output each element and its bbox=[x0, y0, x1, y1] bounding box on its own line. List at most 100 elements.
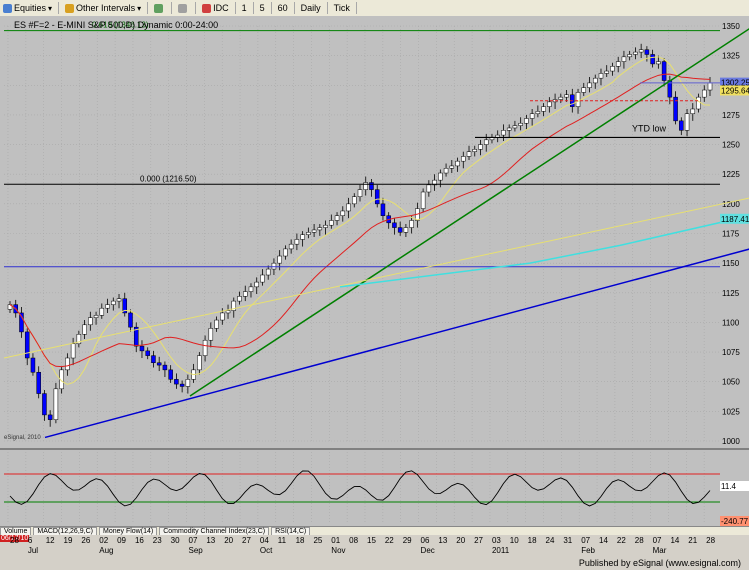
candle-body bbox=[185, 379, 191, 387]
x-tick-label: 12 bbox=[45, 536, 55, 545]
toolbar-item-idc[interactable]: IDC bbox=[199, 3, 232, 13]
chart-area[interactable]: 1000 1025 1050 1075 1100 1125 1150 1175 1200 1225… bbox=[0, 16, 749, 526]
candle-body bbox=[260, 274, 265, 283]
x-tick-label: 28 bbox=[706, 536, 716, 545]
candle-body bbox=[202, 339, 208, 356]
candle-body bbox=[19, 312, 24, 333]
x-tick-label: 6 bbox=[27, 536, 33, 545]
candle-body bbox=[702, 89, 707, 98]
toolbar-separator bbox=[234, 2, 236, 14]
candle-body bbox=[455, 160, 460, 167]
candle-body bbox=[300, 234, 305, 240]
x-month-label: Jul bbox=[27, 546, 39, 555]
idc-icon bbox=[202, 3, 212, 13]
date-badge: 06/17/10 bbox=[0, 535, 30, 542]
y-tick-label: 1200 bbox=[722, 200, 740, 209]
candle-body bbox=[610, 66, 615, 72]
x-tick-label: 06 bbox=[420, 536, 430, 545]
candle-body bbox=[650, 54, 655, 65]
y-tick-label: 1000 bbox=[722, 437, 740, 446]
candle-body bbox=[478, 144, 483, 150]
candle-body bbox=[403, 227, 409, 233]
candle-body bbox=[317, 227, 323, 231]
candle-body bbox=[541, 106, 546, 112]
candle-body bbox=[248, 286, 254, 292]
toolbar-item-5[interactable]: 5 bbox=[257, 3, 268, 13]
candle-body bbox=[426, 184, 432, 193]
chevron-down-icon: ▾ bbox=[48, 3, 53, 13]
candle-body bbox=[638, 49, 644, 53]
x-tick-label: 20 bbox=[224, 536, 234, 545]
candle-body bbox=[214, 319, 219, 329]
x-tick-label: 16 bbox=[134, 536, 144, 545]
x-tick-label: 28 bbox=[10, 536, 19, 545]
toolbar-item-1[interactable]: 1 bbox=[239, 3, 250, 13]
candle-body bbox=[197, 355, 202, 371]
x-tick-label: 08 bbox=[349, 536, 359, 545]
x-tick-label: 19 bbox=[63, 536, 73, 545]
y-tick-label: 1050 bbox=[722, 378, 740, 387]
candle-body bbox=[237, 296, 242, 302]
candle-body bbox=[690, 108, 696, 114]
candle-body bbox=[168, 369, 173, 380]
x-tick-label: 14 bbox=[599, 536, 608, 545]
toolbar-item-daily[interactable]: Daily bbox=[298, 3, 324, 13]
candle-body bbox=[673, 96, 678, 122]
footer-text: Published by eSignal (www.esignal.com) bbox=[578, 558, 741, 568]
candle-body bbox=[139, 345, 145, 352]
candle-body bbox=[592, 77, 598, 84]
toolbar-separator bbox=[326, 2, 328, 14]
green-trend-line bbox=[189, 28, 749, 397]
candle-body bbox=[598, 73, 604, 79]
toolbar-separator bbox=[171, 2, 173, 14]
y-tick-label: 1250 bbox=[722, 141, 740, 150]
x-tick-label: 18 bbox=[527, 536, 537, 545]
candle-body bbox=[369, 182, 374, 190]
candle-body bbox=[99, 307, 105, 316]
candle-body bbox=[357, 189, 363, 197]
candle-body bbox=[346, 203, 351, 212]
candle-body bbox=[392, 222, 397, 228]
rsi-panel-bg bbox=[0, 450, 749, 526]
candle-body bbox=[547, 101, 552, 107]
candle-body bbox=[76, 334, 82, 345]
toolbar-item-equities[interactable]: Equities ▾ bbox=[0, 3, 55, 13]
toolbar-separator bbox=[293, 2, 295, 14]
toolbar-item-60[interactable]: 60 bbox=[275, 3, 291, 13]
toolbar-item-icon-3[interactable] bbox=[175, 3, 192, 13]
toolbar-item-tick[interactable]: Tick bbox=[331, 3, 353, 13]
x-tick-label: 01 bbox=[331, 536, 341, 545]
x-tick-label: 31 bbox=[563, 536, 573, 545]
rsi-badge-bg bbox=[720, 516, 749, 526]
x-month-label: Sep bbox=[188, 546, 203, 555]
toolbar-item-other-intervals[interactable]: Other Intervals ▾ bbox=[62, 3, 144, 13]
intervals-icon bbox=[65, 3, 75, 13]
candle-body bbox=[581, 87, 587, 93]
price-chart[interactable]: 1000 1025 1050 1075 1100 1125 1150 1175 1200 1225… bbox=[0, 16, 749, 526]
toolbar-item-label: Other Intervals bbox=[76, 3, 136, 13]
candle-body bbox=[42, 393, 47, 416]
candle-body bbox=[564, 94, 569, 98]
toolbar-separator bbox=[270, 2, 272, 14]
y-tick-label: 1075 bbox=[722, 348, 740, 357]
price-badge-bg bbox=[720, 77, 749, 88]
candle-body bbox=[644, 49, 650, 55]
candle-body bbox=[105, 304, 110, 309]
toolbar-item-label: 5 bbox=[259, 3, 265, 13]
candle-body bbox=[277, 255, 282, 264]
footer: Published by eSignal (www.esignal.com) bbox=[0, 557, 749, 570]
candle-body bbox=[93, 315, 99, 318]
x-tick-label: 13 bbox=[438, 536, 448, 545]
toolbar-item-label: 1 bbox=[241, 3, 247, 13]
candle-body bbox=[707, 82, 713, 91]
candle-body bbox=[111, 300, 116, 305]
price-badge: 1187.41 bbox=[721, 215, 749, 224]
candle-body bbox=[53, 388, 59, 420]
toolbar-item-icon-2[interactable] bbox=[151, 3, 168, 13]
x-tick-label: 04 bbox=[259, 536, 269, 545]
rsi-badge: 11.4 bbox=[721, 482, 737, 491]
candle-body bbox=[311, 229, 317, 233]
candle-body bbox=[122, 298, 128, 314]
candle-body bbox=[242, 291, 248, 297]
x-tick-label: 20 bbox=[456, 536, 466, 545]
